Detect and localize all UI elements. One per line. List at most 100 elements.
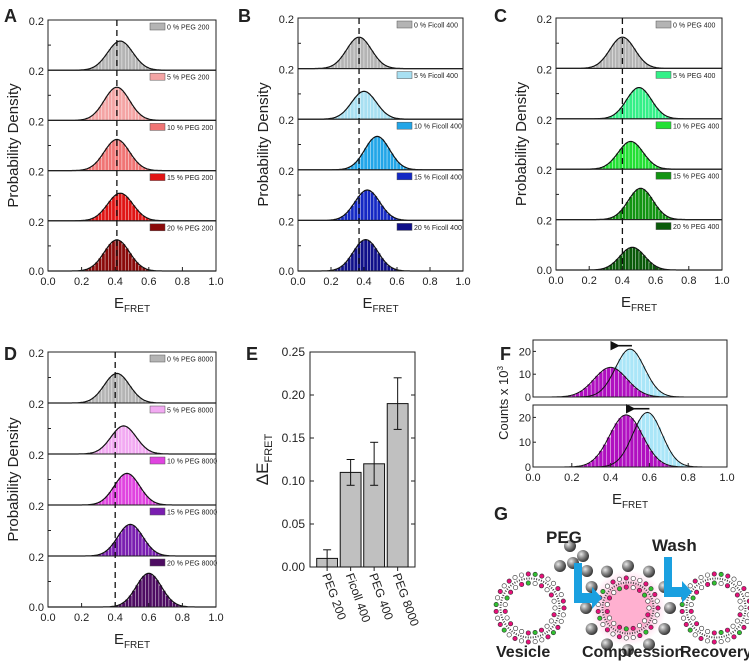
histogram-bar xyxy=(383,142,388,171)
histogram-bar xyxy=(373,195,378,221)
lipid-head xyxy=(544,587,550,593)
wash-label: Wash xyxy=(652,536,697,555)
y-tick-label: 0 xyxy=(525,392,531,404)
lipid-head xyxy=(607,595,613,601)
legend-label: 0 % Ficoll 400 xyxy=(414,23,458,30)
lipid-head xyxy=(502,608,508,614)
histogram-bar xyxy=(350,41,355,69)
lipid-head xyxy=(741,586,747,592)
lipid-head xyxy=(630,585,636,591)
legend-swatch xyxy=(149,354,166,363)
lipid-head xyxy=(643,581,649,587)
y-tick-label: 0.0 xyxy=(279,266,294,278)
x-axis-label-subscript: FRET xyxy=(124,640,150,651)
panel-label: G xyxy=(494,504,508,524)
lipid-head xyxy=(718,639,724,645)
lipid-head xyxy=(694,621,700,627)
legend-label: 20 % PEG 8000 xyxy=(167,561,217,568)
histogram-bar xyxy=(632,89,636,120)
histogram-bar xyxy=(128,524,133,557)
legend-swatch xyxy=(396,20,413,29)
lipid-head xyxy=(532,639,538,645)
x-axis-label-main: E xyxy=(114,631,124,648)
y-tick-label: 0.2 xyxy=(537,115,552,127)
subplot: 20 % Ficoll 400 0.2 xyxy=(279,216,464,272)
histogram-bar xyxy=(625,379,631,398)
lipid-head xyxy=(532,629,538,635)
histogram-bar xyxy=(353,200,358,221)
lipid-tails xyxy=(499,577,561,639)
lipid-head xyxy=(597,615,603,621)
lipid-head xyxy=(508,621,514,627)
legend-swatch xyxy=(655,20,672,29)
lipid-head xyxy=(648,586,654,592)
y-axis-label: Counts x 103 xyxy=(496,366,511,440)
lipid-head xyxy=(548,592,554,598)
lipid-head xyxy=(652,618,658,624)
x-tick-label: 0.6 xyxy=(141,276,156,288)
peg-molecule xyxy=(581,565,593,577)
peg-molecule xyxy=(664,602,676,614)
histogram-bar xyxy=(363,41,368,69)
y-tick-label: 0.25 xyxy=(282,345,306,359)
histogram-bar xyxy=(621,414,627,468)
lipid-head xyxy=(604,608,610,614)
lipid-tails xyxy=(685,577,747,639)
legend-swatch xyxy=(149,456,166,465)
histogram-bar xyxy=(151,575,156,608)
x-axis-label: EFRET xyxy=(612,491,648,511)
histogram-bar xyxy=(108,200,113,222)
lipid-head xyxy=(736,580,742,586)
lipid-head xyxy=(539,583,545,589)
histogram-bar xyxy=(124,426,129,455)
y-axis-label: Probability Density xyxy=(5,417,22,542)
lipid-head xyxy=(642,592,648,598)
legend-label: 15 % PEG 8000 xyxy=(167,510,217,517)
histogram-bar xyxy=(353,38,358,69)
lipid-head xyxy=(637,633,643,639)
histogram-bar xyxy=(360,91,365,120)
x-tick-label: 0.4 xyxy=(356,276,371,288)
lipid-head xyxy=(737,598,743,604)
lipid-head xyxy=(725,573,731,579)
panel-label: B xyxy=(238,6,251,26)
lipid-head xyxy=(744,618,749,624)
lipid-head xyxy=(617,624,623,630)
vesicle-lumen xyxy=(502,580,558,636)
panel-label: D xyxy=(4,344,17,364)
subplot: 15 % PEG 400 0.2 xyxy=(537,165,723,221)
panel-label: F xyxy=(500,344,511,364)
legend-swatch xyxy=(149,223,166,232)
histogram-bar xyxy=(353,96,358,120)
y-axis-label-main: Counts x 10 xyxy=(496,371,511,440)
legend-swatch xyxy=(655,71,672,79)
histogram-bar xyxy=(638,87,643,120)
histogram-bar xyxy=(350,100,355,120)
lipid-head xyxy=(630,575,636,581)
x-axis-label-subscript: FRET xyxy=(124,304,150,315)
y-tick-label: 0.2 xyxy=(537,14,552,26)
histogram-bar xyxy=(628,196,633,220)
y-tick-label: 0.2 xyxy=(279,65,294,77)
y-tick-label: 0.05 xyxy=(282,517,306,531)
histogram-bar xyxy=(645,192,650,220)
histogram-bar xyxy=(635,87,640,120)
histogram-bar xyxy=(635,248,640,271)
histogram-bar xyxy=(370,96,375,120)
vesicle-lumen xyxy=(604,584,652,632)
y-tick-label: 0 xyxy=(525,462,531,474)
histogram-bar xyxy=(632,47,636,69)
lipid-head xyxy=(731,576,737,582)
legend-label: 0 % PEG 8000 xyxy=(167,357,213,364)
subplot: 0 10 20 xyxy=(519,339,728,404)
lipid-head xyxy=(616,576,622,582)
lipid-head xyxy=(694,589,700,595)
histogram-bar xyxy=(610,429,615,468)
lipid-head xyxy=(646,605,652,611)
lipid-head xyxy=(551,598,557,604)
lipid-head xyxy=(636,623,642,629)
x-tick-label: 0.6 xyxy=(648,275,663,287)
legend-swatch xyxy=(149,22,166,31)
subplot: 20 % PEG 200 0.2 xyxy=(29,217,217,272)
lipid-head xyxy=(736,630,742,636)
